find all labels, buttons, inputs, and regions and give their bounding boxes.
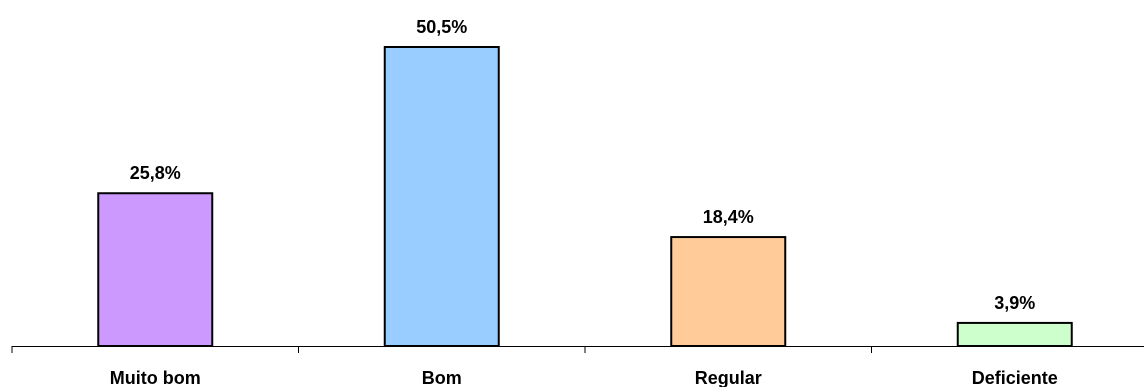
category-label: Bom xyxy=(422,368,462,387)
bar-regular xyxy=(670,236,787,347)
labels-layer: 25,8% Muito bom 50,5% Bom 18,4% Regular 3,9% De… xyxy=(110,17,1058,387)
data-label: 3,9% xyxy=(994,293,1035,313)
category-label: Deficiente xyxy=(972,368,1058,387)
bar-muito-bom xyxy=(97,192,214,347)
category-label: Muito bom xyxy=(110,368,201,387)
bar-bom xyxy=(383,46,500,347)
category-label: Regular xyxy=(695,368,762,387)
data-label: 25,8% xyxy=(130,163,181,183)
data-label: 18,4% xyxy=(703,207,754,227)
data-label: 50,5% xyxy=(416,17,467,37)
bar-deficiente xyxy=(956,321,1073,347)
x-axis xyxy=(11,346,1144,353)
bars-layer xyxy=(97,46,1073,347)
